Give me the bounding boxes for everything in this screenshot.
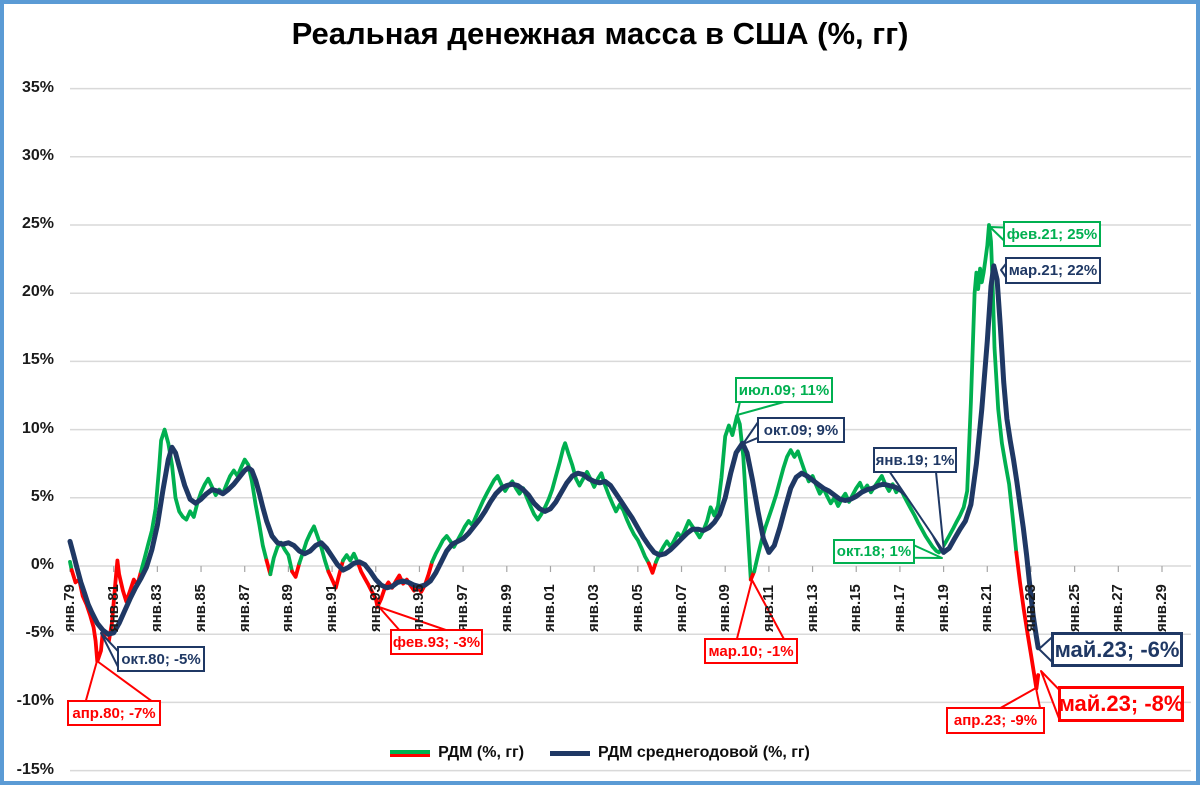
navy-line-swatch xyxy=(550,750,591,756)
y-axis-label: -15% xyxy=(16,760,54,778)
callout-mar10: мар.10; -1% xyxy=(704,638,798,664)
x-axis-label: янв.07 xyxy=(672,584,690,632)
callout-pointer-apr23 xyxy=(999,687,1042,709)
callout-okt18: окт.18; 1% xyxy=(833,539,915,564)
x-axis-label: янв.15 xyxy=(847,584,865,632)
chart-title: Реальная денежная масса в США (%, гг) xyxy=(291,16,909,51)
legend-label: РДМ среднегодовой (%, гг) xyxy=(598,744,810,761)
callout-fev93: фев.93; -3% xyxy=(390,629,483,655)
callout-fev21: фев.21; 25% xyxy=(1003,221,1101,247)
legend: РДМ (%, гг) РДМ среднегодовой (%, гг) xyxy=(4,744,1196,762)
rdm-line-segment xyxy=(290,561,302,579)
x-axis-label: янв.05 xyxy=(628,584,646,632)
rdm-line-segment xyxy=(430,441,651,566)
rdm-line-segment xyxy=(341,551,360,564)
callout-jan19: янв.19; 1% xyxy=(873,447,957,473)
x-axis-label: янв.19 xyxy=(934,584,952,632)
x-axis-label: янв.11 xyxy=(759,584,777,632)
callout-may23navy: май.23; -6% xyxy=(1051,632,1183,667)
green-red-line-swatch xyxy=(390,749,431,757)
callout-apr80: апр.80; -7% xyxy=(67,700,161,726)
callout-may23red: май.23; -8% xyxy=(1058,686,1184,722)
y-axis-label: 25% xyxy=(21,215,54,232)
y-axis-label: 30% xyxy=(21,146,54,164)
x-axis-label: янв.83 xyxy=(148,584,166,632)
x-axis-label: янв.97 xyxy=(454,584,472,632)
y-axis-label: 5% xyxy=(30,487,54,505)
x-axis-label: янв.03 xyxy=(585,584,603,632)
callout-apr23: апр.23; -9% xyxy=(946,707,1045,734)
legend-item-rdm: РДМ (%, гг) xyxy=(390,744,524,762)
x-axis-label: янв.09 xyxy=(716,584,734,632)
y-axis-label: -10% xyxy=(16,692,54,710)
callout-jul09: июл.09; 11% xyxy=(735,377,833,403)
rdm-line-segment xyxy=(646,560,658,575)
plot-area xyxy=(67,87,1191,772)
x-axis-label: янв.81 xyxy=(104,584,122,632)
callout-pointer-jul09 xyxy=(736,401,785,416)
x-axis-label: янв.93 xyxy=(366,584,384,632)
y-axis-label: 0% xyxy=(30,556,54,573)
y-axis-label: 35% xyxy=(21,78,54,96)
x-axis-label: янв.13 xyxy=(803,584,821,632)
y-axis-label: 10% xyxy=(21,419,54,437)
x-axis-label: янв.25 xyxy=(1065,584,1083,632)
x-axis-label: янв.89 xyxy=(279,584,297,632)
legend-item-rdm-average: РДМ среднегодовой (%, гг) xyxy=(550,744,810,762)
y-axis-label: -5% xyxy=(25,624,54,642)
callout-pointer-okt09 xyxy=(742,421,759,445)
rdm-line-segment xyxy=(139,427,269,574)
x-axis-label: янв.87 xyxy=(235,584,253,632)
x-axis-label: янв.99 xyxy=(497,584,515,632)
callout-mar21: мар.21; 22% xyxy=(1005,257,1101,284)
x-axis-label: янв.79 xyxy=(61,584,78,632)
rdm-line-segment xyxy=(1014,550,1041,691)
y-axis-label: 20% xyxy=(21,283,54,301)
x-axis-label: янв.01 xyxy=(541,584,559,632)
x-axis-label: янв.91 xyxy=(323,584,341,632)
x-axis-label: янв.29 xyxy=(1153,584,1170,632)
x-axis-label: янв.95 xyxy=(410,584,428,632)
callout-okt80: окт.80; -5% xyxy=(117,646,205,672)
rdm-line-segment xyxy=(297,524,331,574)
x-axis-label: янв.17 xyxy=(890,584,908,632)
y-axis-label: 15% xyxy=(21,351,54,369)
legend-label: РДМ (%, гг) xyxy=(438,744,525,761)
x-axis-label: янв.23 xyxy=(1021,584,1039,632)
x-axis-label: янв.85 xyxy=(192,584,210,632)
x-axis-label: янв.27 xyxy=(1109,584,1127,632)
callout-okt09: окт.09; 9% xyxy=(757,417,845,443)
rdm-line-segment xyxy=(752,223,1019,574)
x-axis-label: янв.21 xyxy=(978,584,996,632)
